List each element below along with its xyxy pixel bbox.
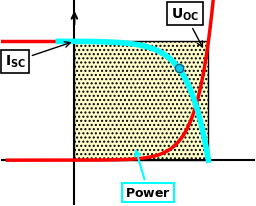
Text: $\mathbf{Power}$: $\mathbf{Power}$ — [125, 151, 171, 199]
Text: $\mathbf{U_{OC}}$: $\mathbf{U_{OC}}$ — [171, 7, 202, 48]
Polygon shape — [74, 42, 208, 160]
Text: $\mathbf{I_{SC}}$: $\mathbf{I_{SC}}$ — [5, 43, 70, 70]
